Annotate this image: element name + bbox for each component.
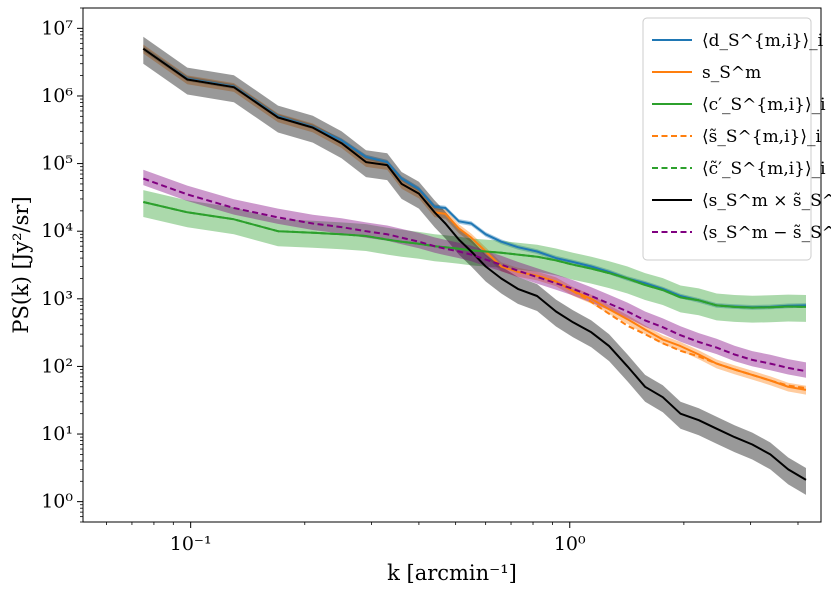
series-7-band [143, 169, 807, 378]
series-6-line [142, 47, 807, 481]
legend-entry-label: ⟨d_S^{m,i}⟩_i [702, 31, 824, 51]
legend-entry-label: ⟨s̃_S^{m,i}⟩_i [702, 127, 821, 147]
legend-entry-label: s_S^m [702, 63, 761, 83]
y-tick-label: 10⁴ [41, 220, 73, 242]
x-axis-label: k [arcmin⁻¹] [387, 561, 517, 585]
plot-frame [82, 7, 822, 523]
y-axis-label: PS(k) [Jy²/sr] [9, 196, 33, 333]
series-7-line [142, 177, 807, 373]
series-2-band [143, 44, 807, 395]
y-tick-label: 10⁰ [41, 491, 73, 513]
x-axis-ticks: 10⁻¹ 10⁰ [106, 522, 799, 555]
legend-entry-label: ⟨c′_S^{m,i}⟩_i [702, 95, 826, 115]
legend-entry-label: ⟨c̃′_S^{m,i}⟩_i [702, 159, 826, 179]
y-tick-label: 10⁵ [41, 153, 73, 175]
y-tick-label: 10³ [41, 288, 73, 310]
y-tick-label: 10² [41, 355, 73, 377]
y-axis-ticks: 10⁰ 10¹ 10² 10³ 10⁴ 10⁵ 10⁶ 10⁷ [41, 7, 83, 523]
x-tick-label: 10⁻¹ [170, 533, 212, 555]
x-tick-label: 10⁰ [554, 533, 586, 555]
y-tick-label: 10⁶ [41, 85, 73, 107]
y-tick-label: 10¹ [41, 423, 73, 445]
series-4-line [555, 280, 807, 389]
series-5-line [143, 201, 807, 309]
legend-entry-label: ⟨s_S^m × s̃_S^{m,i}⟩_i [702, 191, 831, 211]
y-tick-label: 10⁷ [41, 17, 73, 39]
legend-entry-label: ⟨s_S^m − s̃_S^{m,i}⟩_i [702, 223, 831, 243]
series-lines [142, 47, 807, 481]
legend: ⟨d_S^{m,i}⟩_i s_S^m ⟨c′_S^{m,i}⟩_i ⟨s̃_S^{m… [642, 17, 831, 261]
